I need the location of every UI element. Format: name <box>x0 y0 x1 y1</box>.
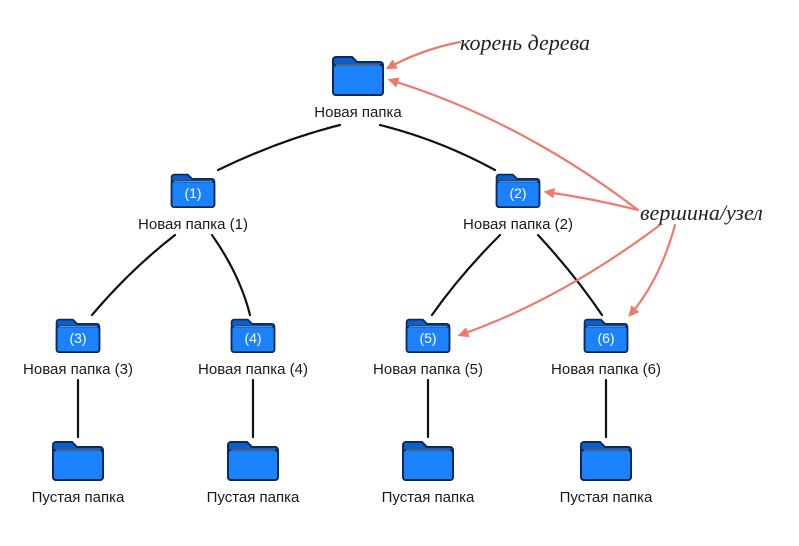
tree-node-root: Новая папка <box>290 52 426 121</box>
tree-node-n2: (2) Новая папка (2) <box>450 170 586 233</box>
node-label: Новая папка (3) <box>23 361 133 378</box>
node-label: Пустая папка <box>382 489 475 506</box>
tree-node-n5: (5) Новая папка (5) <box>360 315 496 378</box>
folder-icon <box>578 437 634 483</box>
folder-number: (5) <box>419 330 436 346</box>
node-label: Новая папка (1) <box>138 216 248 233</box>
node-label: Новая папка (2) <box>463 216 573 233</box>
folder-icon <box>50 437 106 483</box>
tree-edge <box>92 235 175 315</box>
annotation-root: корень дерева <box>460 30 590 56</box>
folder-icon <box>400 437 456 483</box>
annotation-node: вершина/узел <box>640 200 763 226</box>
folder-number: (1) <box>184 185 201 201</box>
node-label: Пустая папка <box>32 489 125 506</box>
tree-edge <box>212 235 250 315</box>
folder-icon: (3) <box>54 315 102 355</box>
folder-icon: (4) <box>229 315 277 355</box>
node-label: Новая папка <box>314 104 401 121</box>
folder-icon: (6) <box>582 315 630 355</box>
tree-node-n4: (4) Новая папка (4) <box>185 315 321 378</box>
folder-number: (3) <box>69 330 86 346</box>
tree-node-e3: Пустая папка <box>360 437 496 506</box>
folder-number: (4) <box>244 330 261 346</box>
arrowhead-icon <box>630 307 637 315</box>
tree-node-n6: (6) Новая папка (6) <box>538 315 674 378</box>
tree-node-e2: Пустая папка <box>185 437 321 506</box>
folder-icon <box>225 437 281 483</box>
tree-edge <box>380 125 495 170</box>
node-label: Пустая папка <box>207 489 300 506</box>
folder-icon <box>330 52 386 98</box>
folder-icon: (5) <box>404 315 452 355</box>
folder-icon: (2) <box>494 170 542 210</box>
node-label: Новая папка (5) <box>373 361 483 378</box>
tree-node-n1: (1) Новая папка (1) <box>125 170 261 233</box>
tree-edge <box>432 235 500 315</box>
node-label: Пустая папка <box>560 489 653 506</box>
tree-node-e1: Пустая папка <box>10 437 146 506</box>
folder-number: (6) <box>597 330 614 346</box>
node-label: Новая папка (4) <box>198 361 308 378</box>
tree-edge <box>538 235 602 315</box>
tree-node-n3: (3) Новая папка (3) <box>10 315 146 378</box>
folder-icon: (1) <box>169 170 217 210</box>
folder-number: (2) <box>509 185 526 201</box>
tree-node-e4: Пустая папка <box>538 437 674 506</box>
tree-edge <box>218 125 340 170</box>
node-label: Новая папка (6) <box>551 361 661 378</box>
annotation-arrow <box>630 225 675 315</box>
